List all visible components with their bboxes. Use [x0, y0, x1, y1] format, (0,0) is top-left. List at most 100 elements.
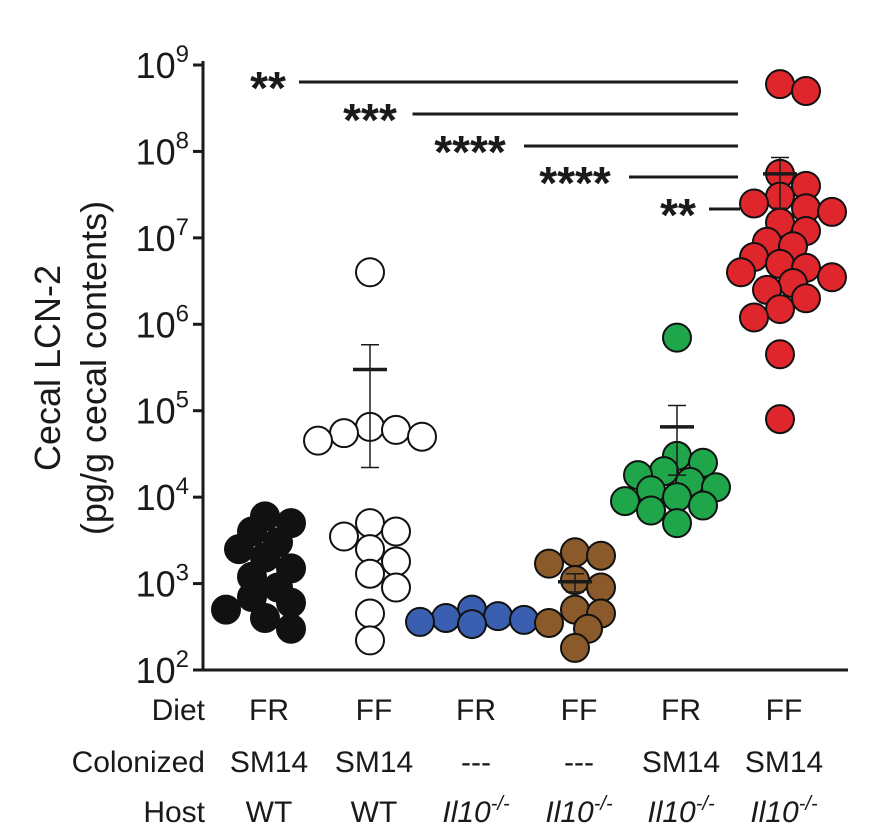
data-point	[407, 421, 437, 452]
data-point	[457, 609, 487, 640]
y-tick-label: 104	[136, 473, 189, 518]
y-tick-label: 106	[136, 300, 189, 345]
host-label: Il10-/-	[442, 793, 510, 829]
data-point	[381, 546, 411, 577]
data-point	[765, 294, 795, 325]
data-point	[817, 262, 847, 293]
colonized-label: SM14	[230, 746, 308, 779]
data-point	[791, 76, 821, 107]
row-label-host: Host	[143, 796, 205, 829]
data-point	[765, 69, 795, 100]
y-axis-label-line: Cecal LCN-2	[27, 265, 68, 471]
y-tick-base: 10	[136, 564, 176, 605]
data-point	[662, 322, 692, 353]
colonized-label: SM14	[642, 746, 720, 779]
row-label-diet: Diet	[152, 694, 206, 727]
y-tick-base: 10	[136, 45, 176, 86]
diet-label: FR	[456, 694, 496, 727]
data-point	[688, 490, 718, 521]
y-tick-exponent: 4	[176, 473, 189, 500]
data-point	[610, 486, 640, 517]
data-point	[636, 495, 666, 526]
host-label: Il10-/-	[545, 793, 613, 829]
data-point	[534, 607, 564, 638]
y-tick-label: 102	[136, 646, 189, 691]
y-tick-label: 108	[136, 127, 189, 172]
data-point	[586, 572, 616, 603]
data-point	[276, 587, 306, 618]
y-tick-base: 10	[136, 218, 176, 259]
y-tick-base: 10	[136, 304, 176, 345]
data-point	[560, 537, 590, 568]
data-point	[355, 625, 385, 656]
data-point	[329, 418, 359, 449]
data-point	[224, 534, 254, 565]
data-point	[586, 540, 616, 571]
y-tick-label: 103	[136, 560, 189, 605]
data-point	[739, 302, 769, 333]
diet-label: FR	[661, 694, 701, 727]
significance-label: **	[250, 62, 286, 114]
y-tick-exponent: 6	[176, 300, 189, 327]
y-tick-label: 109	[136, 41, 189, 86]
data-point	[381, 516, 411, 547]
data-point	[355, 257, 385, 288]
diet-label: FF	[356, 694, 393, 727]
data-point	[534, 548, 564, 579]
y-tick-base: 10	[136, 131, 176, 172]
y-axis-label-line: (pg/g cecal contents)	[73, 201, 114, 535]
colonized-label: SM14	[335, 746, 413, 779]
data-point	[355, 598, 385, 629]
host-label: Il10-/-	[750, 793, 818, 829]
colonized-label: SM14	[745, 746, 823, 779]
data-point	[662, 508, 692, 539]
data-point	[329, 521, 359, 552]
y-tick-exponent: 3	[176, 560, 189, 587]
host-label: WT	[351, 796, 398, 829]
data-point	[791, 283, 821, 314]
data-point	[431, 602, 461, 633]
diet-label: FF	[561, 694, 598, 727]
colonized-label: ---	[564, 746, 594, 779]
data-point	[211, 594, 241, 625]
colonized-label: ---	[461, 746, 491, 779]
data-point	[817, 196, 847, 227]
data-point	[381, 572, 411, 603]
data-point	[405, 606, 435, 637]
y-tick-exponent: 2	[176, 646, 189, 673]
diet-label: FR	[249, 694, 289, 727]
y-tick-label: 107	[136, 214, 189, 259]
data-point	[276, 613, 306, 644]
row-label-colonized: Colonized	[72, 746, 205, 779]
y-tick-base: 10	[136, 391, 176, 432]
data-point	[303, 425, 333, 456]
data-point	[739, 188, 769, 219]
data-point	[560, 632, 590, 663]
significance-label: ***	[343, 94, 397, 146]
y-tick-base: 10	[136, 477, 176, 518]
data-point	[381, 414, 411, 445]
data-point	[726, 257, 756, 288]
data-point	[250, 602, 280, 633]
data-point	[765, 404, 795, 435]
y-tick-exponent: 9	[176, 41, 189, 68]
data-point	[765, 339, 795, 370]
y-tick-label: 105	[136, 387, 189, 432]
y-tick-base: 10	[136, 650, 176, 691]
host-label: WT	[246, 796, 293, 829]
y-tick-exponent: 8	[176, 127, 189, 154]
diet-label: FF	[766, 694, 803, 727]
data-point	[483, 601, 513, 632]
data-point	[355, 558, 385, 589]
data-point	[355, 508, 385, 539]
y-tick-exponent: 5	[176, 387, 189, 414]
y-axis-label: Cecal LCN-2 (pg/g cecal contents)	[27, 201, 114, 535]
significance-label: ****	[539, 157, 611, 209]
data-point	[662, 482, 692, 513]
y-tick-exponent: 7	[176, 214, 189, 241]
data-point	[509, 604, 539, 635]
significance-label: **	[660, 189, 696, 241]
significance-label: ****	[434, 126, 506, 178]
